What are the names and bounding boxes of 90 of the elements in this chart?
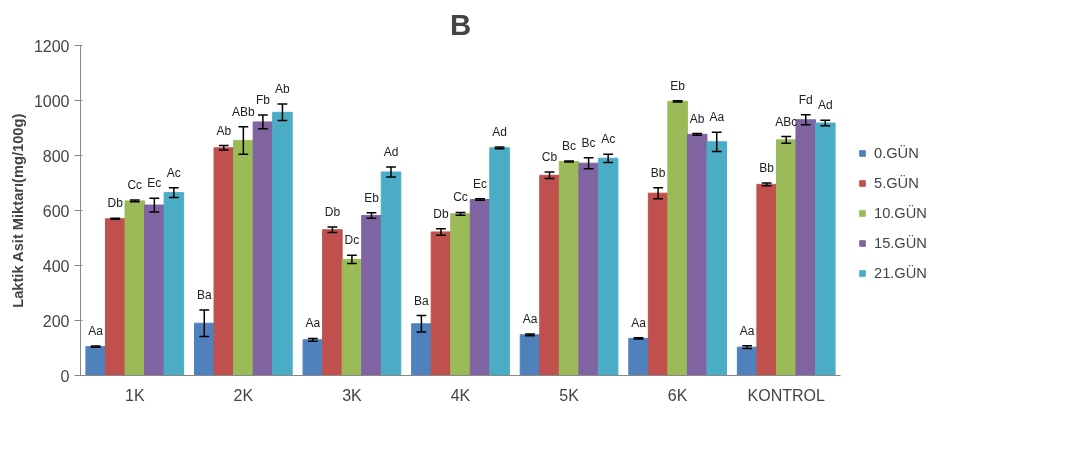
- data-label: Bc: [562, 139, 577, 153]
- x-tick-label: 2K: [233, 386, 254, 404]
- y-tick-label: 1200: [33, 37, 70, 55]
- bar: [795, 119, 817, 376]
- data-label: Aa: [739, 323, 755, 338]
- x-tick-label: 6K: [667, 386, 688, 404]
- bar: [647, 192, 669, 376]
- bar: [411, 323, 432, 376]
- bar: [628, 337, 649, 376]
- data-label: Cc: [453, 190, 468, 205]
- data-label: Cb: [541, 150, 558, 164]
- data-label: Ac: [166, 165, 181, 180]
- data-label: Cc: [127, 178, 143, 193]
- data-label: Aa: [522, 311, 538, 326]
- bar: [380, 171, 402, 376]
- bar: [302, 339, 324, 376]
- y-tick-label: 800: [42, 147, 70, 165]
- data-label: Eb: [670, 78, 686, 93]
- data-label: Ab: [216, 123, 232, 138]
- data-label: Db: [324, 205, 341, 219]
- legend-label: 15.GÜN: [874, 234, 927, 251]
- x-tick-label: 3K: [342, 386, 363, 404]
- data-label: Bc: [581, 135, 596, 150]
- bar: [144, 204, 165, 376]
- data-label: Ac: [601, 132, 616, 147]
- legend-label: 10.GÜN: [874, 204, 927, 221]
- bar: [233, 139, 254, 376]
- bar: [272, 111, 293, 376]
- x-tick-label: KONTROL: [747, 386, 825, 404]
- data-label: Eb: [364, 190, 380, 205]
- data-label: Ab: [689, 111, 705, 126]
- data-label: Ec: [473, 176, 488, 191]
- data-label: ABb: [232, 104, 256, 119]
- bar: [667, 100, 688, 376]
- bar: [85, 346, 106, 376]
- bar: [578, 162, 599, 376]
- data-label: Dc: [344, 233, 360, 248]
- bar: [322, 229, 343, 376]
- data-label: Ba: [196, 288, 212, 303]
- data-label: Fb: [255, 93, 271, 108]
- data-label: Ad: [817, 98, 833, 113]
- x-tick-label: 5K: [559, 386, 580, 404]
- y-tick-label: 400: [42, 257, 70, 275]
- bar: [213, 147, 235, 376]
- bar: [124, 200, 146, 376]
- bar: [252, 121, 274, 376]
- bar: [104, 218, 126, 376]
- bar: [775, 139, 797, 376]
- data-label: Ad: [492, 124, 507, 139]
- legend-label: 21.GÜN: [874, 264, 927, 281]
- bar: [539, 174, 560, 376]
- data-label: Aa: [631, 315, 647, 330]
- bar: [450, 213, 471, 376]
- data-label: Db: [433, 206, 449, 221]
- x-tick-label: 4K: [450, 386, 471, 404]
- legend-label: 5.GÜN: [874, 174, 919, 191]
- data-label: Ec: [147, 176, 162, 191]
- bar: [519, 334, 541, 376]
- data-label: Aa: [709, 110, 725, 125]
- bar: [736, 346, 758, 376]
- bar: [597, 157, 619, 376]
- bar: [430, 231, 452, 376]
- bar: [489, 147, 510, 376]
- bar: [756, 183, 777, 376]
- x-tick-label: 1K: [125, 386, 145, 404]
- data-label: Fd: [798, 92, 813, 107]
- bar: [815, 122, 836, 376]
- bar: [361, 214, 382, 376]
- legend-label: 0.GÜN: [874, 144, 919, 161]
- data-label: Ad: [383, 145, 399, 160]
- bar: [341, 258, 363, 376]
- y-axis-title: Laktik Asit Miktarı(mg/100g): [9, 113, 26, 308]
- bar: [163, 192, 185, 376]
- bar: [194, 322, 215, 376]
- data-label: Ab: [275, 82, 291, 97]
- y-tick-label: 0: [60, 367, 70, 385]
- y-tick-label: 200: [42, 312, 70, 330]
- data-label: Bb: [759, 161, 775, 175]
- data-label: Db: [107, 196, 124, 211]
- y-tick-label: 1000: [33, 92, 70, 110]
- bar: [469, 199, 491, 376]
- data-label: Bb: [650, 165, 666, 180]
- data-label: Aa: [88, 324, 104, 339]
- bar: [558, 161, 580, 376]
- chart-title: B: [449, 7, 472, 41]
- data-label: Aa: [305, 316, 321, 331]
- y-tick-label: 600: [42, 202, 70, 220]
- bar: [686, 133, 708, 376]
- bar: [706, 141, 727, 376]
- data-label: Ba: [414, 293, 430, 308]
